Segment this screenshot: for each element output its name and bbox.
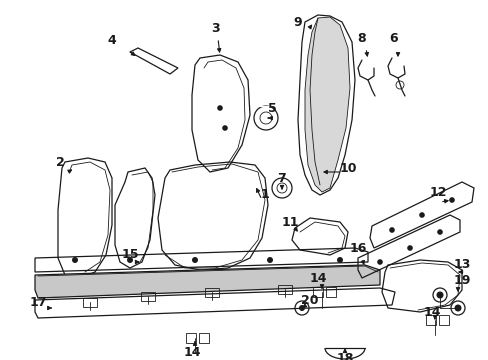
Polygon shape bbox=[305, 17, 349, 192]
Circle shape bbox=[266, 257, 272, 263]
Text: 14: 14 bbox=[423, 306, 440, 319]
Bar bbox=[425, 315, 435, 325]
Text: 20: 20 bbox=[301, 293, 318, 306]
Bar bbox=[325, 287, 335, 297]
Bar bbox=[185, 333, 196, 343]
Circle shape bbox=[298, 305, 305, 311]
Text: 6: 6 bbox=[389, 31, 398, 45]
Text: 2: 2 bbox=[56, 156, 64, 168]
Text: 12: 12 bbox=[428, 185, 446, 198]
Text: 10: 10 bbox=[339, 162, 356, 175]
Text: 5: 5 bbox=[267, 102, 276, 114]
Polygon shape bbox=[35, 265, 379, 298]
Text: 16: 16 bbox=[348, 242, 366, 255]
Bar bbox=[438, 315, 448, 325]
Circle shape bbox=[436, 292, 443, 298]
Text: 17: 17 bbox=[29, 296, 47, 309]
Circle shape bbox=[453, 305, 461, 311]
Bar bbox=[83, 298, 97, 307]
Text: 18: 18 bbox=[336, 351, 353, 360]
Bar bbox=[204, 288, 219, 297]
Circle shape bbox=[436, 229, 442, 235]
Bar bbox=[312, 287, 323, 297]
Text: 11: 11 bbox=[281, 216, 298, 229]
Text: 3: 3 bbox=[210, 22, 219, 35]
Circle shape bbox=[388, 227, 394, 233]
Circle shape bbox=[407, 245, 412, 251]
Circle shape bbox=[72, 257, 78, 263]
Circle shape bbox=[127, 257, 133, 263]
Circle shape bbox=[222, 125, 227, 131]
Bar bbox=[141, 292, 155, 301]
Circle shape bbox=[192, 257, 198, 263]
Circle shape bbox=[418, 212, 424, 218]
Bar bbox=[278, 285, 291, 294]
Bar bbox=[199, 333, 208, 343]
Text: 14: 14 bbox=[183, 346, 201, 359]
Circle shape bbox=[217, 105, 223, 111]
Text: 19: 19 bbox=[452, 274, 470, 287]
Circle shape bbox=[448, 197, 454, 203]
Text: 1: 1 bbox=[260, 189, 269, 202]
Text: 4: 4 bbox=[107, 33, 116, 46]
Text: 7: 7 bbox=[277, 171, 286, 184]
Text: 9: 9 bbox=[293, 15, 302, 28]
Circle shape bbox=[336, 257, 342, 263]
Text: 15: 15 bbox=[121, 248, 139, 261]
Text: 8: 8 bbox=[357, 31, 366, 45]
Circle shape bbox=[376, 259, 382, 265]
Text: 14: 14 bbox=[308, 271, 326, 284]
Text: 13: 13 bbox=[452, 258, 470, 271]
